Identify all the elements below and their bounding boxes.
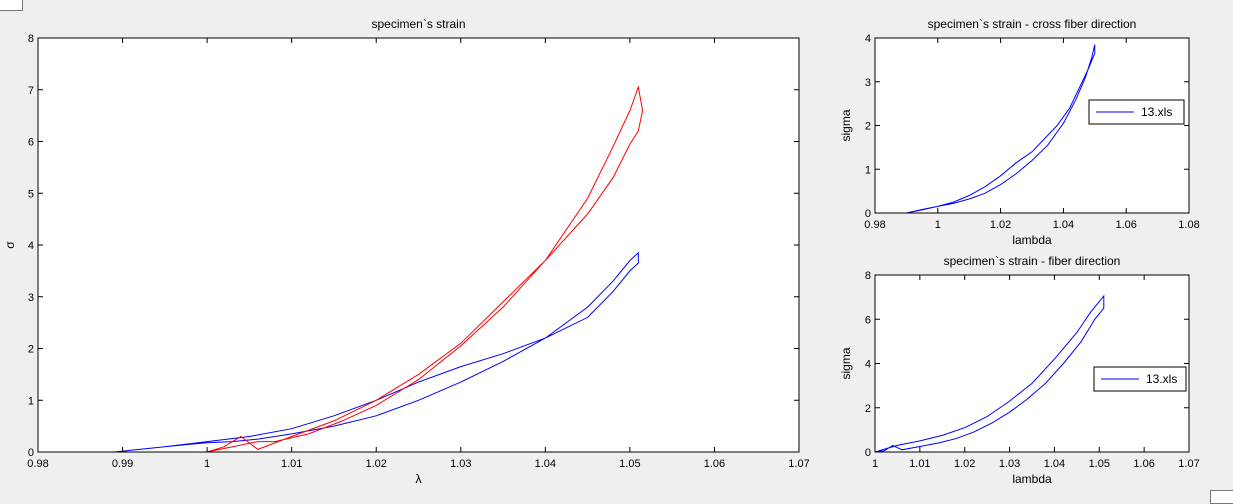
cross-plot-series-line-0	[906, 44, 1096, 214]
main-plot-title: specimen`s strain	[371, 17, 465, 31]
main-plot-series-line-0	[114, 251, 639, 453]
cross-plot-ylabel: sigma	[839, 109, 853, 141]
cross-plot-group: 0.98 1 1.02 1.04 1.06 1.08 0 1 2 3 4 specimen`s str…	[839, 17, 1200, 247]
fiber-plot-ytick-label: 0	[865, 447, 871, 459]
fiber-plot-ytick-label: 2	[865, 403, 871, 415]
cross-plot-xtick-label: 1.08	[1178, 219, 1199, 231]
cross-plot-xlabel: lambda	[1012, 233, 1052, 247]
main-plot-xtick-label: 1.07	[788, 458, 809, 470]
main-plot-xlabel: λ	[416, 472, 422, 486]
main-plot-xtick-label: 1.03	[450, 458, 471, 470]
fiber-plot-legend-label: 13.xls	[1146, 372, 1177, 386]
main-plot-ytick-label: 5	[28, 188, 34, 200]
main-plot-xtick-label: 1.02	[366, 458, 387, 470]
fiber-plot-xtick-label: 1.06	[1133, 458, 1154, 470]
cross-plot-ytick-label: 3	[865, 77, 871, 89]
main-plot-ylabel: σ	[3, 241, 17, 249]
main-plot-ytick-label: 3	[28, 292, 34, 304]
fiber-plot-xtick-label: 1	[872, 458, 878, 470]
cross-plot-ytick-label: 2	[865, 121, 871, 133]
fiber-plot-xtick-label: 1.07	[1178, 458, 1199, 470]
main-plot-xtick-label: 0.99	[112, 458, 133, 470]
main-plot-xtick-label: 1.06	[704, 458, 725, 470]
cross-plot-legend-label: 13.xls	[1141, 105, 1172, 119]
fiber-plot-title: specimen`s strain - fiber direction	[944, 254, 1121, 268]
fiber-plot-xtick-label: 1.01	[909, 458, 930, 470]
cross-plot-ytick-label: 0	[865, 208, 871, 220]
cross-plot-area	[875, 38, 1189, 213]
fiber-plot-xlabel: lambda	[1012, 472, 1052, 486]
cross-plot-xtick-label: 1.04	[1053, 219, 1074, 231]
fiber-plot-ytick-label: 6	[865, 314, 871, 326]
main-plot-ytick-label: 1	[28, 395, 34, 407]
main-plot-ytick-label: 4	[28, 240, 34, 252]
main-plot-xtick-label: 1.04	[535, 458, 556, 470]
fiber-plot-ytick-label: 4	[865, 359, 871, 371]
main-plot-xtick-label: 1	[204, 458, 210, 470]
cross-plot-ytick-label: 1	[865, 164, 871, 176]
main-plot-xtick-label: 1.01	[281, 458, 302, 470]
main-plot-ytick-label: 6	[28, 137, 34, 149]
main-plot-group: 0.98 0.99 1 1.01 1.02 1.03 1.04 1.05 1.06 1.07 0 1 2…	[3, 17, 810, 486]
main-plot-xtick-label: 1.05	[619, 458, 640, 470]
main-plot-ytick-label: 2	[28, 344, 34, 356]
cross-plot-xtick-label: 1.06	[1115, 219, 1136, 231]
fiber-plot-xtick-label: 1.04	[1044, 458, 1065, 470]
cross-plot-xtick-label: 1	[935, 219, 941, 231]
fiber-plot-xtick-label: 1.03	[999, 458, 1020, 470]
fiber-plot-ylabel: sigma	[839, 347, 853, 379]
main-plot-area	[38, 38, 799, 452]
main-plot-xtick-label: 0.98	[27, 458, 48, 470]
fiber-plot-ytick-label: 8	[865, 270, 871, 282]
main-plot-ytick-label: 0	[28, 447, 34, 459]
cross-plot-xtick-label: 1.02	[990, 219, 1011, 231]
main-plot-ytick-label: 7	[28, 85, 34, 97]
fiber-plot-series-line-0	[874, 294, 1105, 453]
fiber-plot-xtick-label: 1.05	[1089, 458, 1110, 470]
cross-plot-xtick-label: 0.98	[864, 219, 885, 231]
fiber-plot-area	[875, 275, 1189, 452]
main-plot-series-line-1	[206, 85, 644, 453]
cross-plot-ytick-label: 4	[865, 33, 871, 45]
corner-button-top-left[interactable]	[0, 0, 23, 11]
cross-plot-title: specimen`s strain - cross fiber directio…	[928, 17, 1137, 31]
fiber-plot-xtick-label: 1.02	[954, 458, 975, 470]
fiber-plot-group: 1 1.01 1.02 1.03 1.04 1.05 1.06 1.07 0 2 4 6 8 specim…	[839, 254, 1200, 486]
main-plot-ytick-label: 8	[28, 33, 34, 45]
